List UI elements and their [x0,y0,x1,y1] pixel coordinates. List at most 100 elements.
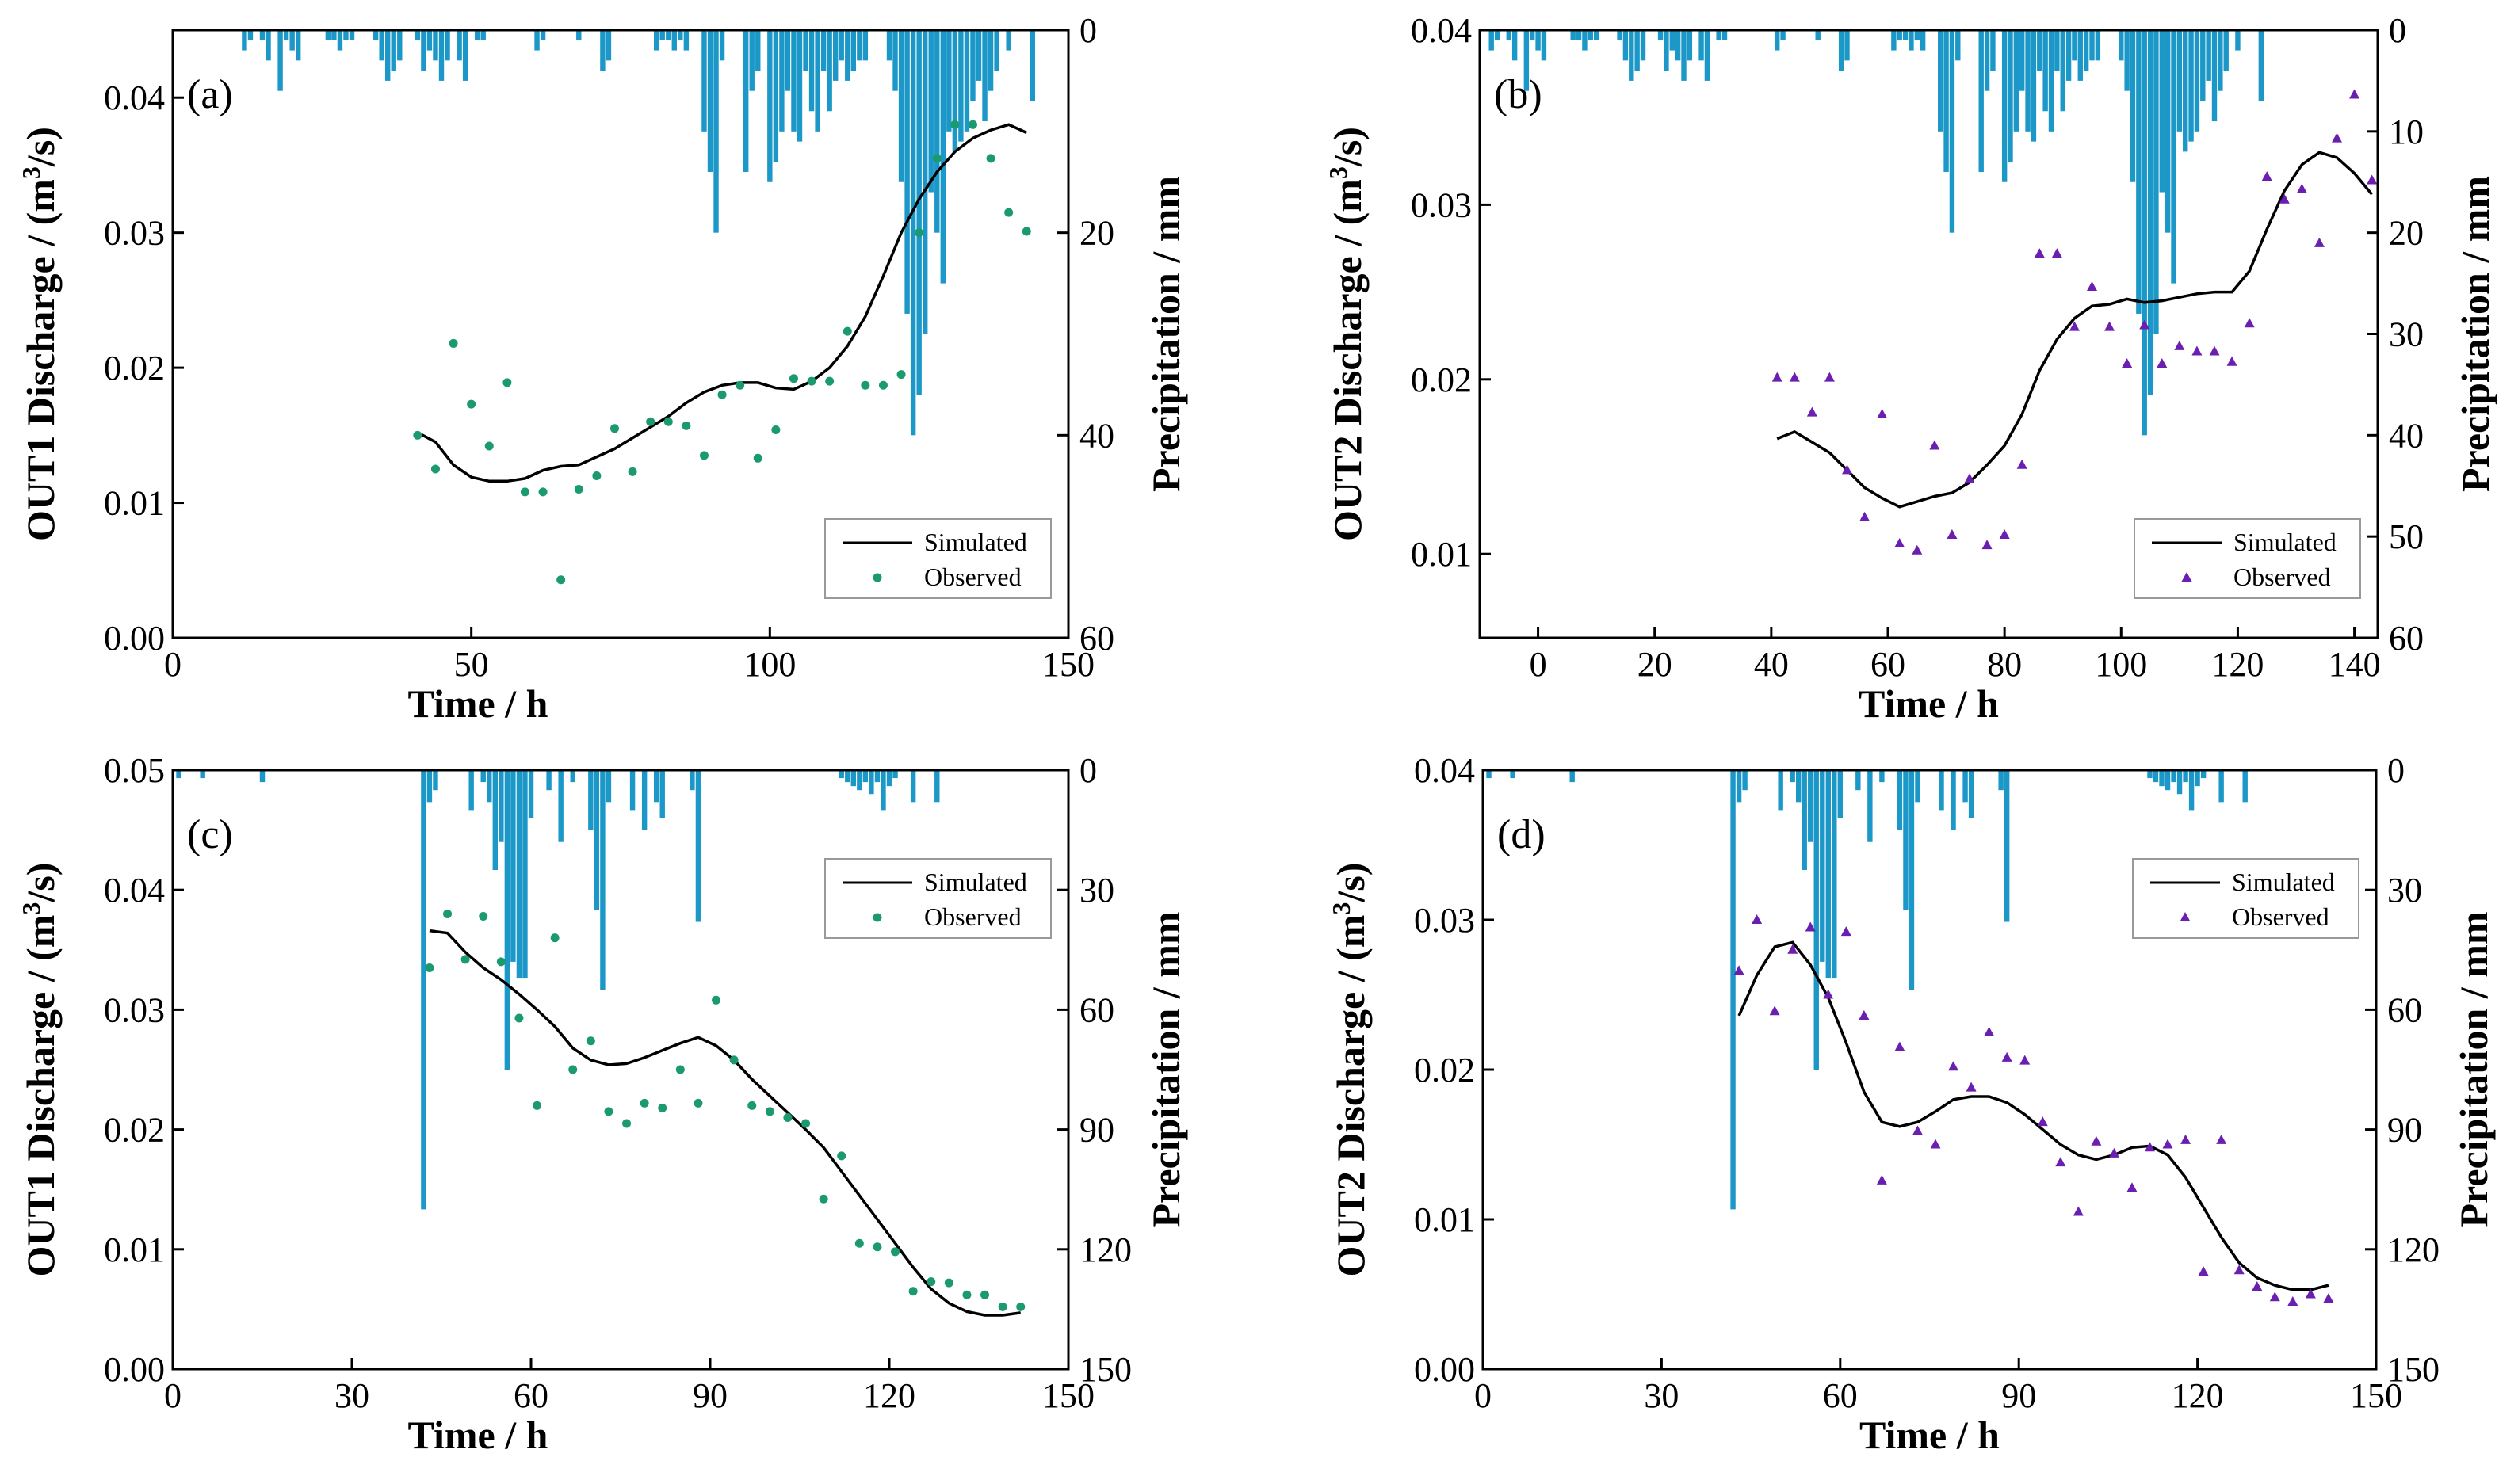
observed-point [2073,1206,2084,1216]
precip-bar [839,30,844,61]
observed-point [2019,1055,2031,1065]
observed-point [1771,372,1782,382]
precip-bar [2119,30,2124,61]
precip-bar [1790,770,1795,783]
observed-point [944,1278,953,1288]
precip-bar [1990,30,1996,71]
precip-bar [1593,30,1599,40]
precip-bar [892,30,898,91]
precip-bar [910,30,916,436]
plot-frame [171,769,1070,1371]
panel-label: (c) [187,812,233,857]
precip-bar [755,30,761,71]
observed-point [807,376,816,386]
x-tick-label: 0 [164,645,181,684]
precip-bar [2235,30,2241,51]
precip-bar [1640,30,1646,61]
precip-bar [325,30,331,40]
observed-point [747,1101,757,1110]
precip-bar [2089,30,2095,61]
precip-bar [690,770,695,791]
precip-bar [928,30,934,193]
observed-point [496,957,506,967]
legend-box [824,518,1052,599]
precip-bar [2124,30,2130,91]
precip-bar [850,770,856,787]
panel-b: 0 20 40 60 80 100 120 140 0.01 0.02 0.03 0.04 0 10 20 3… [1324,11,2497,726]
observed-point [628,467,637,476]
x-tick-label: 140 [2329,645,2381,684]
precip-bar [1736,770,1742,803]
observed-point [1787,944,1798,954]
observed-point [1947,528,1958,539]
precip-bar [1730,770,1736,1210]
precip-bar [200,770,205,779]
observed-point [2126,1182,2138,1192]
precip-bar [1951,770,1956,830]
precip-bar [2019,30,2025,91]
observed-point [2122,357,2133,368]
precip-bar [1978,30,1984,172]
precip-bar [904,30,910,314]
observed-point [1930,1139,1941,1149]
observed-point [2252,1281,2263,1291]
precip-bar [952,30,958,152]
precip-bar [2142,30,2147,436]
y-axis-title-main: OUT2 Discharge / (m [1325,179,1370,541]
precip-bar [331,30,337,40]
y2-tick-label: 10 [2389,113,2424,151]
panel-d: 0 30 60 90 120 150 0.00 0.01 0.02 0.03 0.04 0 30 60 90… [1327,751,2496,1457]
observed-point [449,338,458,348]
observed-point [854,1238,864,1248]
precip-bar [2223,30,2229,71]
observed-point [2108,1147,2119,1158]
precip-bar [242,30,247,51]
precip-bar [2095,30,2101,61]
precip-bar [558,770,564,842]
y-axis-title-tail: /s) [1325,127,1370,167]
observed-point [640,1098,649,1108]
observed-point [1805,921,1816,932]
precip-bar [964,30,970,132]
precip-bar [2183,770,2188,783]
observed-point [1876,1174,1887,1185]
observed-point [1823,989,1834,999]
precip-bar [934,30,940,233]
observed-point [1966,1082,1977,1092]
precip-bar [2001,30,2008,182]
precip-bar [850,30,856,71]
precip-bar [2013,30,2019,132]
y2-tick-label: 150 [1079,1350,1132,1389]
precip-bar [1535,30,1541,51]
y2-tick-label: 90 [1079,1111,1114,1150]
precip-bar [487,770,492,803]
precip-bar [845,770,850,783]
precip-bar [1675,30,1681,61]
precip-bar [881,770,886,811]
observed-point [556,575,566,585]
observed-point [2180,1134,2191,1144]
precip-bar [1955,30,1961,61]
observed-point [2087,280,2097,291]
simulated-line [1776,151,2373,509]
precip-bar [923,30,928,334]
precip-bar [797,30,803,142]
observed-point [663,417,673,426]
x-tick-label: 0 [1474,1376,1492,1415]
precip-bar [2242,770,2248,803]
observed-point [2034,248,2045,258]
observed-point [873,1242,882,1252]
precip-bar [1796,770,1802,803]
precip-bar [1897,30,1902,40]
observed-point [1894,1041,1905,1051]
legend-observed-swatch [2181,572,2192,582]
x-tick-label: 30 [1644,1376,1679,1415]
precip-bar [2147,30,2153,395]
precip-bar [462,30,468,81]
y2-tick-label: 120 [1079,1230,1132,1269]
precip-bar [2025,30,2031,132]
precip-bar [415,30,421,40]
precip-bar [1832,770,1837,979]
panel-label: (b) [1494,72,1542,117]
panel-a: 0 50 100 150 0.00 0.01 0.02 0.03 0.04 0 20 40 60 Time… [17,11,1188,726]
